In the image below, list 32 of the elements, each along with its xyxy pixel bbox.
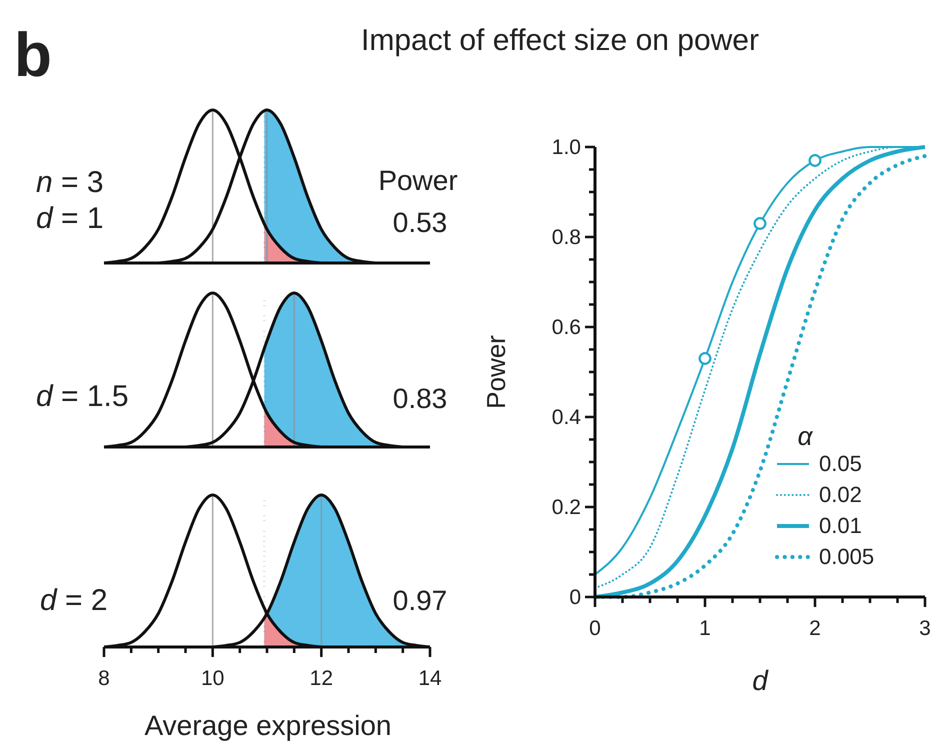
y-tick-label: 0 (569, 586, 581, 609)
x-axis-title: d (752, 665, 770, 696)
legend-title: α (798, 421, 814, 451)
annotation: Power (378, 165, 458, 196)
legend-label: 0.01 (819, 513, 862, 538)
y-tick-label: 0.2 (552, 496, 581, 519)
x-axis-title: Average expression (144, 710, 392, 741)
annotation: 0.97 (392, 585, 448, 616)
x-tick-label: 14 (418, 667, 442, 690)
x-tick-label: 8 (98, 667, 110, 690)
y-tick-label: 0.6 (552, 316, 581, 339)
x-tick-label: 1 (699, 617, 711, 640)
annotation: 0.83 (392, 383, 448, 414)
legend-label: 0.02 (819, 482, 862, 507)
x-tick-label: 10 (200, 667, 224, 690)
text: d = 1 (36, 202, 104, 235)
text: b (14, 21, 52, 90)
x-tick-label: 0 (589, 617, 601, 640)
y-tick-label: 0.4 (552, 406, 582, 429)
x-tick-label: 2 (809, 617, 821, 640)
x-tick-label: 3 (919, 617, 931, 640)
y-axis-title: Power (481, 334, 511, 409)
legend-label: 0.05 (819, 451, 862, 476)
annotation: d = 2 (40, 584, 108, 617)
text: n = 3 (36, 166, 104, 199)
annotation: d = 1.5 (36, 380, 129, 413)
x-tick-label: 12 (310, 667, 334, 690)
y-tick-label: 0.8 (552, 226, 581, 249)
annotation: 0.53 (392, 207, 448, 238)
legend-label: 0.005 (819, 544, 874, 569)
y-tick-label: 1.0 (552, 136, 581, 159)
text: Impact of effect size on power (361, 24, 759, 57)
